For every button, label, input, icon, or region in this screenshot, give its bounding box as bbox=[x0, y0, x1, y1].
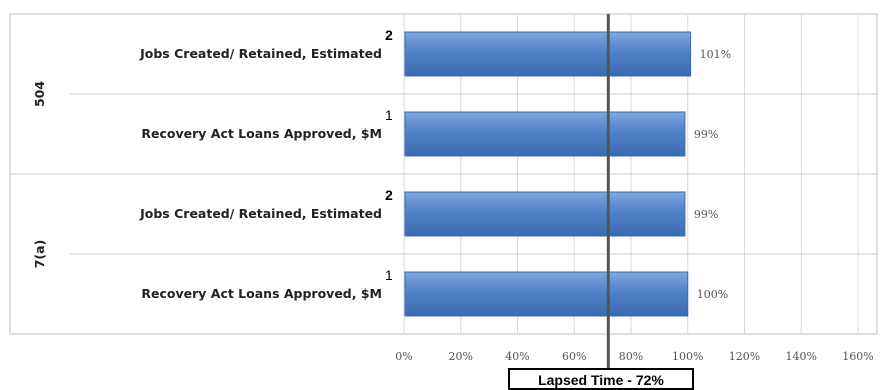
footnote-marker: 1 bbox=[385, 107, 393, 123]
bar bbox=[404, 111, 686, 157]
bar bbox=[404, 31, 692, 77]
lapsed-time-label: Lapsed Time - 72% bbox=[508, 368, 694, 390]
tick-layer: 0% 20% 40% 60% 80% 100% 120% 140% 160% bbox=[395, 350, 873, 363]
group-label: 504 bbox=[32, 81, 47, 107]
category-label: Jobs Created/ Retained, Estimated bbox=[139, 46, 382, 61]
footnote-marker: 2 bbox=[385, 27, 393, 43]
label-layer: Jobs Created/ Retained, Estimated2101%Re… bbox=[139, 27, 731, 301]
category-label: Recovery Act Loans Approved, $M bbox=[141, 286, 382, 301]
data-label: 100% bbox=[697, 288, 728, 301]
footnote-marker: 1 bbox=[385, 267, 393, 283]
x-tick-label: 120% bbox=[729, 350, 760, 363]
x-tick-label: 160% bbox=[842, 350, 873, 363]
bar bbox=[404, 191, 686, 237]
x-tick-label: 140% bbox=[786, 350, 817, 363]
x-tick-label: 80% bbox=[619, 350, 643, 363]
chart: 504 7(a) Jobs Created/ Retained, Estimate… bbox=[9, 13, 878, 370]
data-label: 99% bbox=[694, 128, 718, 141]
group-layer: 504 7(a) bbox=[32, 81, 47, 269]
category-label: Recovery Act Loans Approved, $M bbox=[141, 126, 382, 141]
bar bbox=[404, 271, 689, 317]
x-tick-label: 0% bbox=[395, 350, 412, 363]
category-label: Jobs Created/ Retained, Estimated bbox=[139, 206, 382, 221]
x-tick-label: 100% bbox=[672, 350, 703, 363]
data-label: 101% bbox=[700, 48, 731, 61]
footnote-marker: 2 bbox=[385, 187, 393, 203]
x-tick-label: 20% bbox=[449, 350, 473, 363]
bar-layer bbox=[404, 31, 692, 317]
group-label: 7(a) bbox=[32, 240, 47, 269]
data-label: 99% bbox=[694, 208, 718, 221]
x-tick-label: 40% bbox=[505, 350, 529, 363]
x-tick-label: 60% bbox=[562, 350, 586, 363]
